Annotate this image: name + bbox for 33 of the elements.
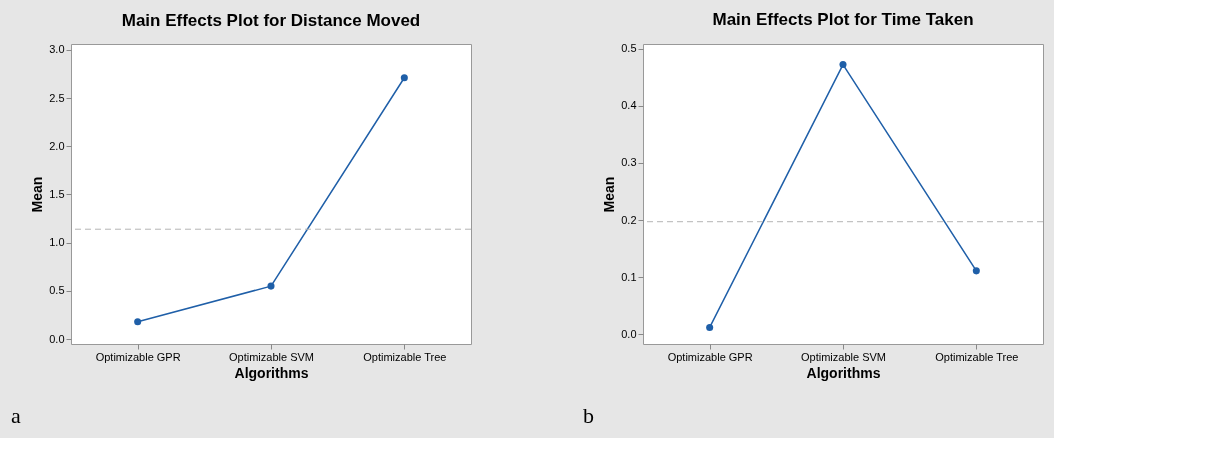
y-tick-label: 0.0: [49, 332, 65, 345]
y-tick-label: 1.0: [49, 236, 65, 249]
point: [839, 61, 847, 69]
y-tick-label: 0.5: [49, 284, 65, 297]
y-tick-label: 2.0: [49, 139, 65, 152]
y-tick-label: 0.5: [621, 42, 637, 55]
x-tick-label: Optimizable SVM: [229, 350, 314, 363]
x-axis-title: Algorithms: [806, 364, 881, 381]
x-tick-label: Optimizable GPR: [95, 350, 181, 363]
y-tick-label: 0.4: [621, 99, 637, 112]
point: [400, 74, 408, 82]
x-tick-label: Optimizable SVM: [801, 350, 886, 363]
y-tick-label: 1.5: [49, 187, 65, 200]
x-tick-label: Optimizable GPR: [667, 350, 753, 363]
x-tick-label: Optimizable Tree: [363, 350, 447, 363]
point: [134, 318, 142, 326]
y-tick-label: 2.5: [49, 91, 65, 104]
x-axis-title: Algorithms: [234, 364, 309, 381]
point: [267, 282, 275, 290]
point: [972, 267, 980, 275]
chart-title: Main Effects Plot for Distance Moved: [121, 10, 421, 30]
point: [706, 323, 714, 331]
text: b: [583, 403, 594, 428]
chart-title: Main Effects Plot for Time Taken: [712, 9, 974, 29]
y-tick-label: 0.2: [621, 213, 637, 226]
x-tick-label: Optimizable Tree: [935, 350, 1019, 363]
y-tick-label: 3.0: [49, 43, 65, 56]
text: a: [11, 403, 21, 428]
y-tick-label: 0.0: [621, 327, 637, 340]
y-tick-label: 0.1: [621, 270, 637, 283]
y-axis-title: Mean: [601, 176, 618, 213]
y-tick-label: 0.3: [621, 156, 637, 169]
y-axis-title: Mean: [29, 176, 46, 213]
